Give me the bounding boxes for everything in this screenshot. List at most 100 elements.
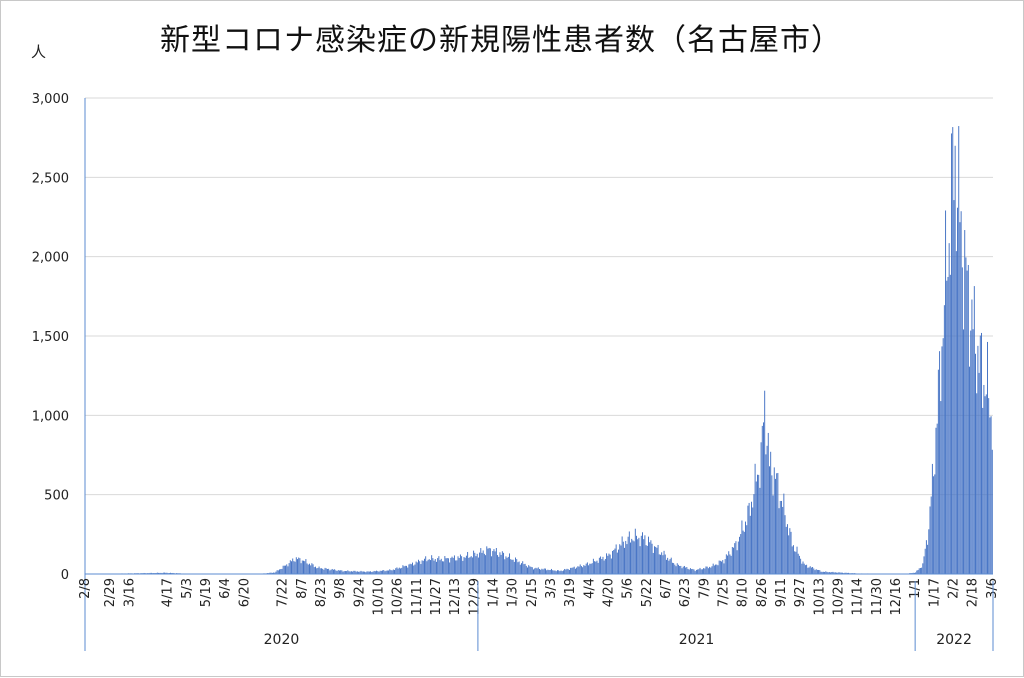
data-bar — [634, 541, 635, 574]
data-bar — [952, 127, 953, 574]
x-tick-label: 9/24 — [352, 578, 367, 607]
data-bar — [405, 566, 406, 574]
data-bar — [486, 546, 487, 574]
x-tick-label: 1/30 — [506, 578, 521, 607]
data-bar — [279, 569, 280, 574]
data-bar — [514, 562, 515, 574]
data-bar — [664, 551, 665, 574]
data-bar — [553, 571, 554, 574]
data-bar — [517, 562, 518, 574]
data-bar — [673, 563, 674, 574]
data-bar — [508, 557, 509, 574]
data-bar — [659, 554, 660, 574]
data-bar — [394, 570, 395, 574]
data-bar — [708, 568, 709, 574]
data-bar — [625, 541, 626, 574]
data-bar — [329, 570, 330, 574]
data-bar — [728, 551, 729, 574]
x-tick-label: 6/4 — [218, 578, 233, 599]
data-bar — [637, 539, 638, 574]
data-bar — [284, 566, 285, 574]
x-tick-label: 2/8 — [78, 578, 93, 599]
data-bar — [527, 567, 528, 574]
data-bar — [945, 210, 946, 574]
data-bar — [417, 562, 418, 574]
data-bar — [641, 536, 642, 574]
x-tick-label: 4/17 — [161, 578, 176, 607]
x-tick-label: 11/14 — [851, 578, 866, 615]
data-bar — [302, 561, 303, 574]
data-bar — [340, 570, 341, 574]
data-bar — [573, 567, 574, 574]
year-label: 2020 — [264, 632, 300, 648]
data-bar — [985, 396, 986, 574]
data-bar — [991, 416, 992, 574]
data-bar — [811, 568, 812, 574]
y-tick-label: 1,000 — [32, 409, 69, 424]
data-bar — [335, 570, 336, 574]
data-bar — [447, 558, 448, 574]
data-bar — [779, 508, 780, 574]
data-bar — [986, 394, 987, 574]
data-bar — [662, 555, 663, 574]
y-tick-label: 2,500 — [32, 171, 69, 186]
data-bar — [980, 336, 981, 574]
data-bar — [565, 570, 566, 574]
data-bar — [326, 568, 327, 574]
data-bar — [807, 568, 808, 574]
data-bar — [333, 570, 334, 574]
data-bar — [644, 535, 645, 574]
data-bar — [546, 570, 547, 574]
x-tick-label: 8/7 — [295, 578, 310, 599]
data-bar — [771, 475, 772, 574]
data-bar — [317, 568, 318, 574]
data-bar — [555, 571, 556, 574]
data-bar — [515, 558, 516, 574]
data-bar — [606, 553, 607, 574]
data-bar — [737, 550, 738, 574]
data-bar — [759, 488, 760, 574]
data-bar — [739, 537, 740, 574]
data-bar — [484, 554, 485, 574]
data-bar — [446, 558, 447, 574]
data-bar — [933, 476, 934, 574]
data-bar — [656, 548, 657, 574]
data-bar — [734, 543, 735, 574]
data-bar — [600, 556, 601, 574]
data-bar — [976, 393, 977, 574]
data-bar — [735, 541, 736, 574]
data-bar — [692, 569, 693, 574]
data-bar — [801, 564, 802, 574]
data-bar — [331, 570, 332, 574]
data-bar — [544, 568, 545, 574]
x-tick-label: 3/16 — [122, 578, 137, 607]
data-bar — [690, 568, 691, 574]
data-bar — [795, 552, 796, 574]
data-bar — [525, 564, 526, 574]
data-bar — [769, 466, 770, 574]
data-bar — [278, 570, 279, 574]
x-tick-label: 11/11 — [410, 578, 425, 615]
data-bar — [658, 545, 659, 574]
data-bar — [624, 548, 625, 574]
x-tick-label: 2/2 — [946, 578, 961, 599]
data-bar — [313, 564, 314, 574]
data-bar — [392, 570, 393, 574]
data-bar — [706, 566, 707, 574]
data-bar — [974, 286, 975, 574]
data-bar — [387, 570, 388, 574]
data-bar — [290, 560, 291, 574]
data-bar — [456, 560, 457, 574]
data-bar — [717, 565, 718, 574]
data-bar — [601, 559, 602, 574]
data-bar — [716, 565, 717, 574]
data-bar — [819, 570, 820, 574]
x-tick-label: 3/3 — [544, 578, 559, 599]
data-bar — [971, 300, 972, 574]
data-bar — [277, 570, 278, 574]
data-bar — [941, 346, 942, 574]
data-bar — [395, 568, 396, 574]
data-bar — [711, 566, 712, 574]
data-bar — [767, 446, 768, 574]
data-bar — [511, 560, 512, 574]
